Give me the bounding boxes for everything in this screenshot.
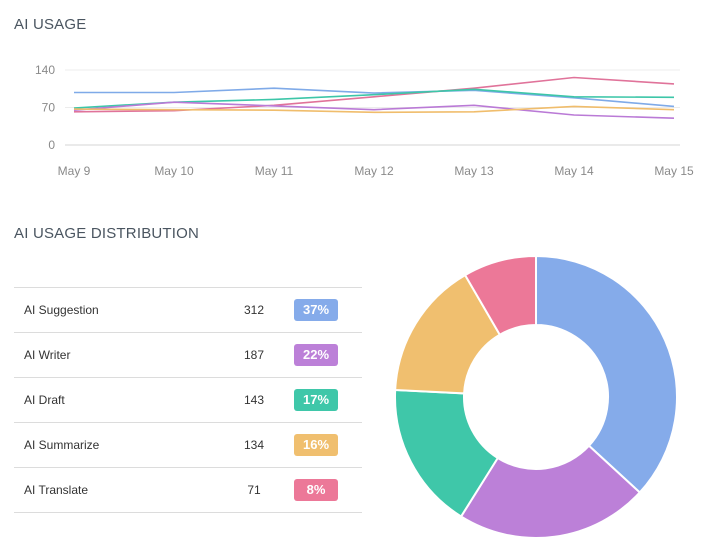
series-line-4 bbox=[73, 101, 675, 120]
x-tick-label: May 10 bbox=[154, 164, 194, 178]
ai-usage-title: AI USAGE bbox=[14, 16, 87, 33]
row-count: 187 bbox=[214, 332, 294, 378]
x-tick-label: May 15 bbox=[654, 164, 694, 178]
percent-badge: 16% bbox=[294, 434, 338, 456]
x-tick-label: May 9 bbox=[58, 164, 91, 178]
row-name: AI Writer bbox=[14, 332, 214, 378]
table-row: AI Summarize 134 16% bbox=[14, 422, 362, 468]
row-name: AI Translate bbox=[14, 467, 214, 513]
x-tick-label: May 13 bbox=[454, 164, 494, 178]
distribution-donut-chart bbox=[394, 254, 678, 539]
y-tick-label: 140 bbox=[35, 63, 55, 77]
line-chart-series bbox=[73, 76, 675, 120]
x-tick-label: May 12 bbox=[354, 164, 394, 178]
table-row: AI Writer 187 22% bbox=[14, 332, 362, 378]
row-count: 134 bbox=[214, 422, 294, 468]
row-count: 312 bbox=[214, 287, 294, 333]
table-row: AI Suggestion 312 37% bbox=[14, 287, 362, 333]
table-row: AI Translate 71 8% bbox=[14, 467, 362, 513]
y-tick-label: 70 bbox=[42, 101, 56, 115]
line-chart-x-ticks: May 9 May 10 May 11 May 12 May 13 May 14 May 1… bbox=[58, 164, 694, 178]
series-line-2 bbox=[73, 76, 675, 113]
series-line-1 bbox=[74, 87, 675, 108]
x-tick-label: May 11 bbox=[255, 164, 294, 178]
percent-badge: 17% bbox=[294, 389, 338, 411]
line-chart-grid bbox=[65, 69, 680, 146]
percent-badge: 8% bbox=[294, 479, 338, 501]
row-name: AI Draft bbox=[14, 377, 214, 423]
donut-slice-1 bbox=[535, 254, 678, 494]
row-count: 143 bbox=[214, 377, 294, 423]
row-count: 71 bbox=[214, 467, 294, 513]
percent-badge: 37% bbox=[294, 299, 338, 321]
table-row: AI Draft 143 17% bbox=[14, 377, 362, 423]
series-line-5 bbox=[73, 105, 675, 114]
line-chart-y-ticks: 0 70 140 bbox=[35, 63, 55, 152]
donut-slice-3 bbox=[394, 388, 500, 518]
distribution-table: AI Suggestion 312 37% AI Writer 187 22% AI Dra… bbox=[14, 287, 362, 513]
row-name: AI Suggestion bbox=[14, 287, 214, 333]
donut-slice-2 bbox=[459, 444, 642, 539]
x-tick-label: May 14 bbox=[554, 164, 594, 178]
ai-usage-distribution-title: AI USAGE DISTRIBUTION bbox=[14, 225, 200, 242]
donut-slice-5 bbox=[463, 254, 537, 337]
row-name: AI Summarize bbox=[14, 422, 214, 468]
percent-badge: 22% bbox=[294, 344, 338, 366]
y-tick-label: 0 bbox=[48, 138, 55, 152]
